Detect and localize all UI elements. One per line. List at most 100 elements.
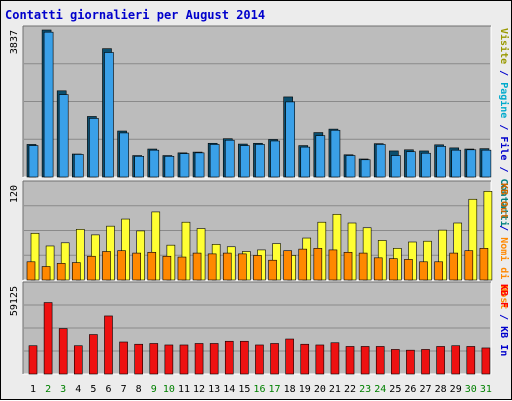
bar-kb-day-24 [375, 346, 385, 375]
bar-kb-day-30 [466, 346, 476, 375]
x-tick-day-30: 30 [465, 384, 477, 395]
bar-kb-day-2 [43, 302, 53, 375]
y-max-label-visite: 120 [9, 185, 20, 203]
bar-file-day-14 [224, 139, 235, 178]
legend-label-part: Visite [498, 28, 510, 64]
x-tick-day-20: 20 [314, 384, 326, 395]
bar-file-day-22 [345, 155, 356, 178]
bar-file-day-13 [209, 144, 220, 178]
bar-file-day-25 [391, 155, 401, 178]
legend-label-part: Nomi di Host [498, 237, 510, 309]
bar-host-day-15 [238, 253, 247, 281]
y-max-label-kb: 59125 [9, 286, 20, 316]
bar-host-day-10 [162, 255, 172, 281]
x-tick-day-9: 9 [151, 384, 157, 395]
bar-kb-day-11 [179, 344, 189, 375]
page-title: Contatti giornalieri per August 2014 [5, 8, 266, 22]
bar-file-day-9 [149, 149, 160, 178]
bar-kb-day-27 [421, 349, 430, 375]
x-tick-day-1: 1 [30, 384, 36, 395]
bar-file-day-3 [58, 94, 69, 178]
bar-host-day-18 [283, 250, 292, 281]
legend-label-panel-2: KB Out / Nomi di Host [498, 183, 510, 309]
x-tick-day-5: 5 [90, 384, 96, 395]
bar-kb-day-18 [285, 338, 294, 375]
x-tick-day-26: 26 [404, 384, 416, 395]
bar-kb-day-15 [240, 340, 249, 375]
bar-file-day-29 [451, 149, 462, 178]
bar-host-day-24 [373, 257, 383, 281]
bar-host-day-23 [358, 252, 368, 281]
bar-kb-day-12 [194, 343, 204, 375]
bar-file-day-16 [255, 144, 265, 178]
x-tick-day-19: 19 [299, 384, 311, 395]
x-tick-day-6: 6 [105, 384, 111, 395]
bar-kb-day-14 [224, 340, 234, 375]
bar-file-day-15 [240, 145, 250, 178]
legend-label-part: Pagine [498, 82, 510, 118]
bar-kb-day-1 [28, 345, 38, 375]
bar-host-day-17 [268, 259, 277, 281]
legend-label-part: File [498, 136, 510, 160]
bar-kb-day-17 [270, 343, 279, 375]
bar-kb-day-4 [73, 345, 83, 375]
x-tick-day-14: 14 [223, 384, 235, 395]
bar-file-day-24 [375, 144, 386, 178]
bar-file-day-17 [270, 140, 280, 178]
bar-file-day-5 [89, 118, 99, 178]
bar-host-day-3 [56, 263, 66, 281]
x-tick-day-2: 2 [45, 384, 51, 395]
bar-host-day-8 [132, 252, 141, 281]
bar-kb-day-25 [391, 349, 400, 375]
bar-host-day-21 [328, 249, 338, 281]
legend-label-part: / [498, 64, 509, 82]
bar-file-day-6 [104, 52, 114, 178]
bar-host-day-2 [41, 266, 51, 281]
bar-file-day-20 [315, 135, 326, 178]
bar-kb-day-9 [149, 343, 159, 375]
bar-kb-day-16 [255, 344, 264, 375]
bar-file-day-18 [285, 101, 295, 178]
bar-host-day-7 [117, 250, 126, 281]
bar-file-day-19 [300, 146, 311, 178]
bar-host-day-9 [147, 251, 157, 281]
x-tick-day-24: 24 [374, 384, 386, 395]
bar-kb-day-19 [300, 343, 310, 375]
x-tick-day-22: 22 [344, 384, 356, 395]
bar-host-day-14 [222, 252, 232, 281]
x-tick-day-13: 13 [208, 384, 220, 395]
x-tick-day-17: 17 [269, 384, 281, 395]
x-tick-day-8: 8 [136, 384, 142, 395]
x-tick-day-29: 29 [450, 384, 462, 395]
x-tick-day-3: 3 [60, 384, 66, 395]
bar-file-day-8 [134, 156, 144, 178]
x-tick-day-25: 25 [389, 384, 401, 395]
legend-label-part: / [498, 118, 509, 136]
bar-host-day-20 [313, 248, 323, 281]
x-tick-day-18: 18 [284, 384, 296, 395]
bar-host-day-13 [207, 253, 217, 281]
bar-kb-day-8 [134, 343, 143, 375]
bar-kb-day-3 [58, 328, 68, 375]
bar-kb-day-29 [451, 345, 461, 375]
x-tick-day-15: 15 [238, 384, 250, 395]
bar-file-day-30 [466, 149, 477, 178]
bar-kb-day-28 [436, 346, 445, 375]
bar-host-day-26 [404, 259, 413, 281]
bar-host-day-11 [177, 256, 187, 281]
x-tick-day-21: 21 [329, 384, 341, 395]
legend-label-part: / [498, 219, 509, 237]
legend-label-part: / [498, 160, 509, 178]
bar-file-day-31 [481, 149, 492, 178]
legend-label-part: KB F [498, 284, 509, 308]
bar-file-day-7 [119, 132, 129, 178]
bar-host-day-29 [449, 252, 459, 281]
legend-label-panel-3: KB F / KB In [498, 284, 509, 356]
bar-host-day-28 [434, 261, 443, 281]
bar-host-day-30 [464, 250, 474, 281]
bar-file-day-10 [164, 156, 175, 178]
legend-label-part: KB In [498, 326, 509, 356]
bar-host-day-16 [253, 255, 262, 281]
bar-kb-day-13 [209, 343, 219, 375]
